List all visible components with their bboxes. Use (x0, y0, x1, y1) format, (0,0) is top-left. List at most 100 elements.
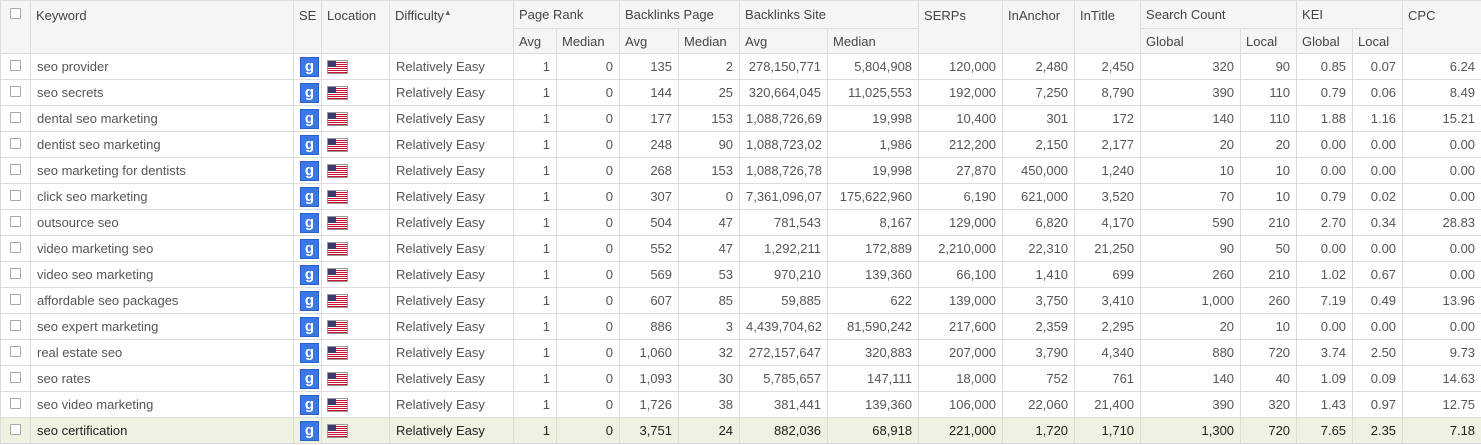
select-all-checkbox[interactable] (10, 8, 21, 19)
col-page-rank[interactable]: Page Rank (512, 0, 621, 29)
serps-cell: 139,000 (918, 287, 1004, 314)
row-checkbox[interactable] (10, 241, 21, 253)
google-icon: g (300, 186, 319, 207)
table-row[interactable]: dental seo marketing g Relatively Easy 1 0 17… (0, 105, 1481, 132)
col-backlinks-page-median[interactable]: Median (678, 28, 741, 54)
col-page-rank-median[interactable]: Median (555, 28, 621, 54)
row-checkbox[interactable] (10, 319, 21, 331)
kei-local-cell: 0.09 (1352, 365, 1404, 392)
col-backlinks-site[interactable]: Backlinks Site (739, 0, 920, 29)
keyword-cell[interactable]: click seo marketing (30, 183, 294, 210)
row-checkbox[interactable] (10, 163, 21, 175)
search-engine-cell: g (293, 79, 322, 106)
row-checkbox[interactable] (10, 59, 21, 71)
col-search-count-local[interactable]: Local (1240, 28, 1298, 54)
col-inanchor[interactable]: InAnchor (1002, 0, 1076, 54)
table-row[interactable]: seo provider g Relatively Easy 1 0 135 2 278,15… (0, 53, 1481, 80)
location-cell (321, 105, 390, 132)
table-row[interactable]: video marketing seo g Relatively Easy 1 0 552… (0, 235, 1481, 262)
col-kei-local[interactable]: Local (1352, 28, 1404, 54)
row-checkbox[interactable] (10, 397, 21, 409)
page-rank-avg-cell: 1 (513, 105, 557, 132)
page-rank-avg-cell: 1 (513, 53, 557, 80)
row-checkbox[interactable] (10, 111, 21, 123)
location-cell (321, 235, 390, 262)
difficulty-cell: Relatively Easy (389, 365, 514, 392)
row-checkbox[interactable] (10, 293, 21, 305)
row-checkbox[interactable] (10, 137, 21, 149)
row-checkbox-cell (0, 209, 31, 236)
table-row[interactable]: seo expert marketing g Relatively Easy 1 0 88… (0, 313, 1481, 340)
col-backlinks-page-avg[interactable]: Avg (619, 28, 680, 54)
keyword-cell[interactable]: affordable seo packages (30, 287, 294, 314)
table-row[interactable]: seo marketing for dentists g Relatively Ea… (0, 157, 1481, 184)
col-location[interactable]: Location (321, 0, 390, 54)
cpc-cell: 0.00 (1402, 235, 1481, 262)
backlinks-page-avg-cell: 3,751 (619, 417, 680, 444)
kei-global-cell: 0.79 (1296, 79, 1354, 106)
row-checkbox[interactable] (10, 371, 21, 383)
location-cell (321, 183, 390, 210)
keyword-cell[interactable]: seo expert marketing (30, 313, 294, 340)
keyword-cell[interactable]: seo video marketing (30, 391, 294, 418)
table-row[interactable]: video seo marketing g Relatively Easy 1 0 569… (0, 261, 1481, 288)
table-row[interactable]: real estate seo g Relatively Easy 1 0 1,060 32… (0, 339, 1481, 366)
backlinks-page-median-cell: 85 (678, 287, 741, 314)
col-backlinks-site-avg[interactable]: Avg (739, 28, 829, 54)
google-icon: g (300, 82, 319, 103)
difficulty-cell: Relatively Easy (389, 105, 514, 132)
location-cell (321, 339, 390, 366)
table-row[interactable]: affordable seo packages g Relatively Easy 1… (0, 287, 1481, 314)
col-kei[interactable]: KEI (1296, 0, 1404, 29)
row-checkbox[interactable] (10, 267, 21, 279)
col-page-rank-avg[interactable]: Avg (513, 28, 557, 54)
row-checkbox[interactable] (10, 345, 21, 357)
keyword-cell[interactable]: seo certification (30, 417, 294, 444)
intitle-cell: 21,400 (1074, 391, 1142, 418)
search-count-local-cell: 90 (1240, 53, 1298, 80)
col-backlinks-page[interactable]: Backlinks Page (619, 0, 741, 29)
keyword-cell[interactable]: video marketing seo (30, 235, 294, 262)
keyword-cell[interactable]: video seo marketing (30, 261, 294, 288)
row-checkbox[interactable] (10, 189, 21, 201)
col-keyword[interactable]: Keyword (30, 0, 294, 54)
row-checkbox[interactable] (10, 85, 21, 97)
col-intitle[interactable]: InTitle (1074, 0, 1142, 54)
col-search-count[interactable]: Search Count (1140, 0, 1298, 29)
kei-local-cell: 0.00 (1352, 313, 1404, 340)
keyword-cell[interactable]: outsource seo (30, 209, 294, 236)
keyword-cell[interactable]: real estate seo (30, 339, 294, 366)
row-checkbox[interactable] (10, 215, 21, 227)
table-row[interactable]: seo certification g Relatively Easy 1 0 3,751… (0, 417, 1481, 444)
col-backlinks-site-median[interactable]: Median (827, 28, 920, 54)
search-count-local-cell: 110 (1240, 105, 1298, 132)
col-search-count-global[interactable]: Global (1140, 28, 1242, 54)
search-count-global-cell: 390 (1140, 79, 1242, 106)
table-row[interactable]: seo video marketing g Relatively Easy 1 0 1,7… (0, 391, 1481, 418)
keyword-cell[interactable]: dentist seo marketing (30, 131, 294, 158)
keyword-cell[interactable]: dental seo marketing (30, 105, 294, 132)
col-kei-global[interactable]: Global (1296, 28, 1354, 54)
table-row[interactable]: seo secrets g Relatively Easy 1 0 144 25 320,66… (0, 79, 1481, 106)
col-se[interactable]: SE (293, 0, 322, 54)
keyword-cell[interactable]: seo marketing for dentists (30, 157, 294, 184)
search-count-global-cell: 70 (1140, 183, 1242, 210)
kei-local-cell: 2.35 (1352, 417, 1404, 444)
table-row[interactable]: dentist seo marketing g Relatively Easy 1 0 2… (0, 131, 1481, 158)
backlinks-page-median-cell: 47 (678, 235, 741, 262)
row-checkbox[interactable] (10, 423, 21, 435)
table-row[interactable]: click seo marketing g Relatively Easy 1 0 307… (0, 183, 1481, 210)
col-serps[interactable]: SERPs (918, 0, 1004, 54)
us-flag-icon (327, 294, 348, 309)
keyword-cell[interactable]: seo secrets (30, 79, 294, 106)
table-row[interactable]: seo rates g Relatively Easy 1 0 1,093 30 5,785,… (0, 365, 1481, 392)
col-difficulty[interactable]: Difficulty▲ (389, 0, 514, 54)
table-row[interactable]: outsource seo g Relatively Easy 1 0 504 47 781,… (0, 209, 1481, 236)
kei-local-cell: 0.00 (1352, 235, 1404, 262)
keyword-cell[interactable]: seo rates (30, 365, 294, 392)
col-cpc[interactable]: CPC (1402, 0, 1481, 54)
backlinks-site-median-cell: 68,918 (827, 417, 920, 444)
backlinks-site-avg-cell: 278,150,771 (739, 53, 829, 80)
keyword-cell[interactable]: seo provider (30, 53, 294, 80)
kei-global-cell: 1.88 (1296, 105, 1354, 132)
